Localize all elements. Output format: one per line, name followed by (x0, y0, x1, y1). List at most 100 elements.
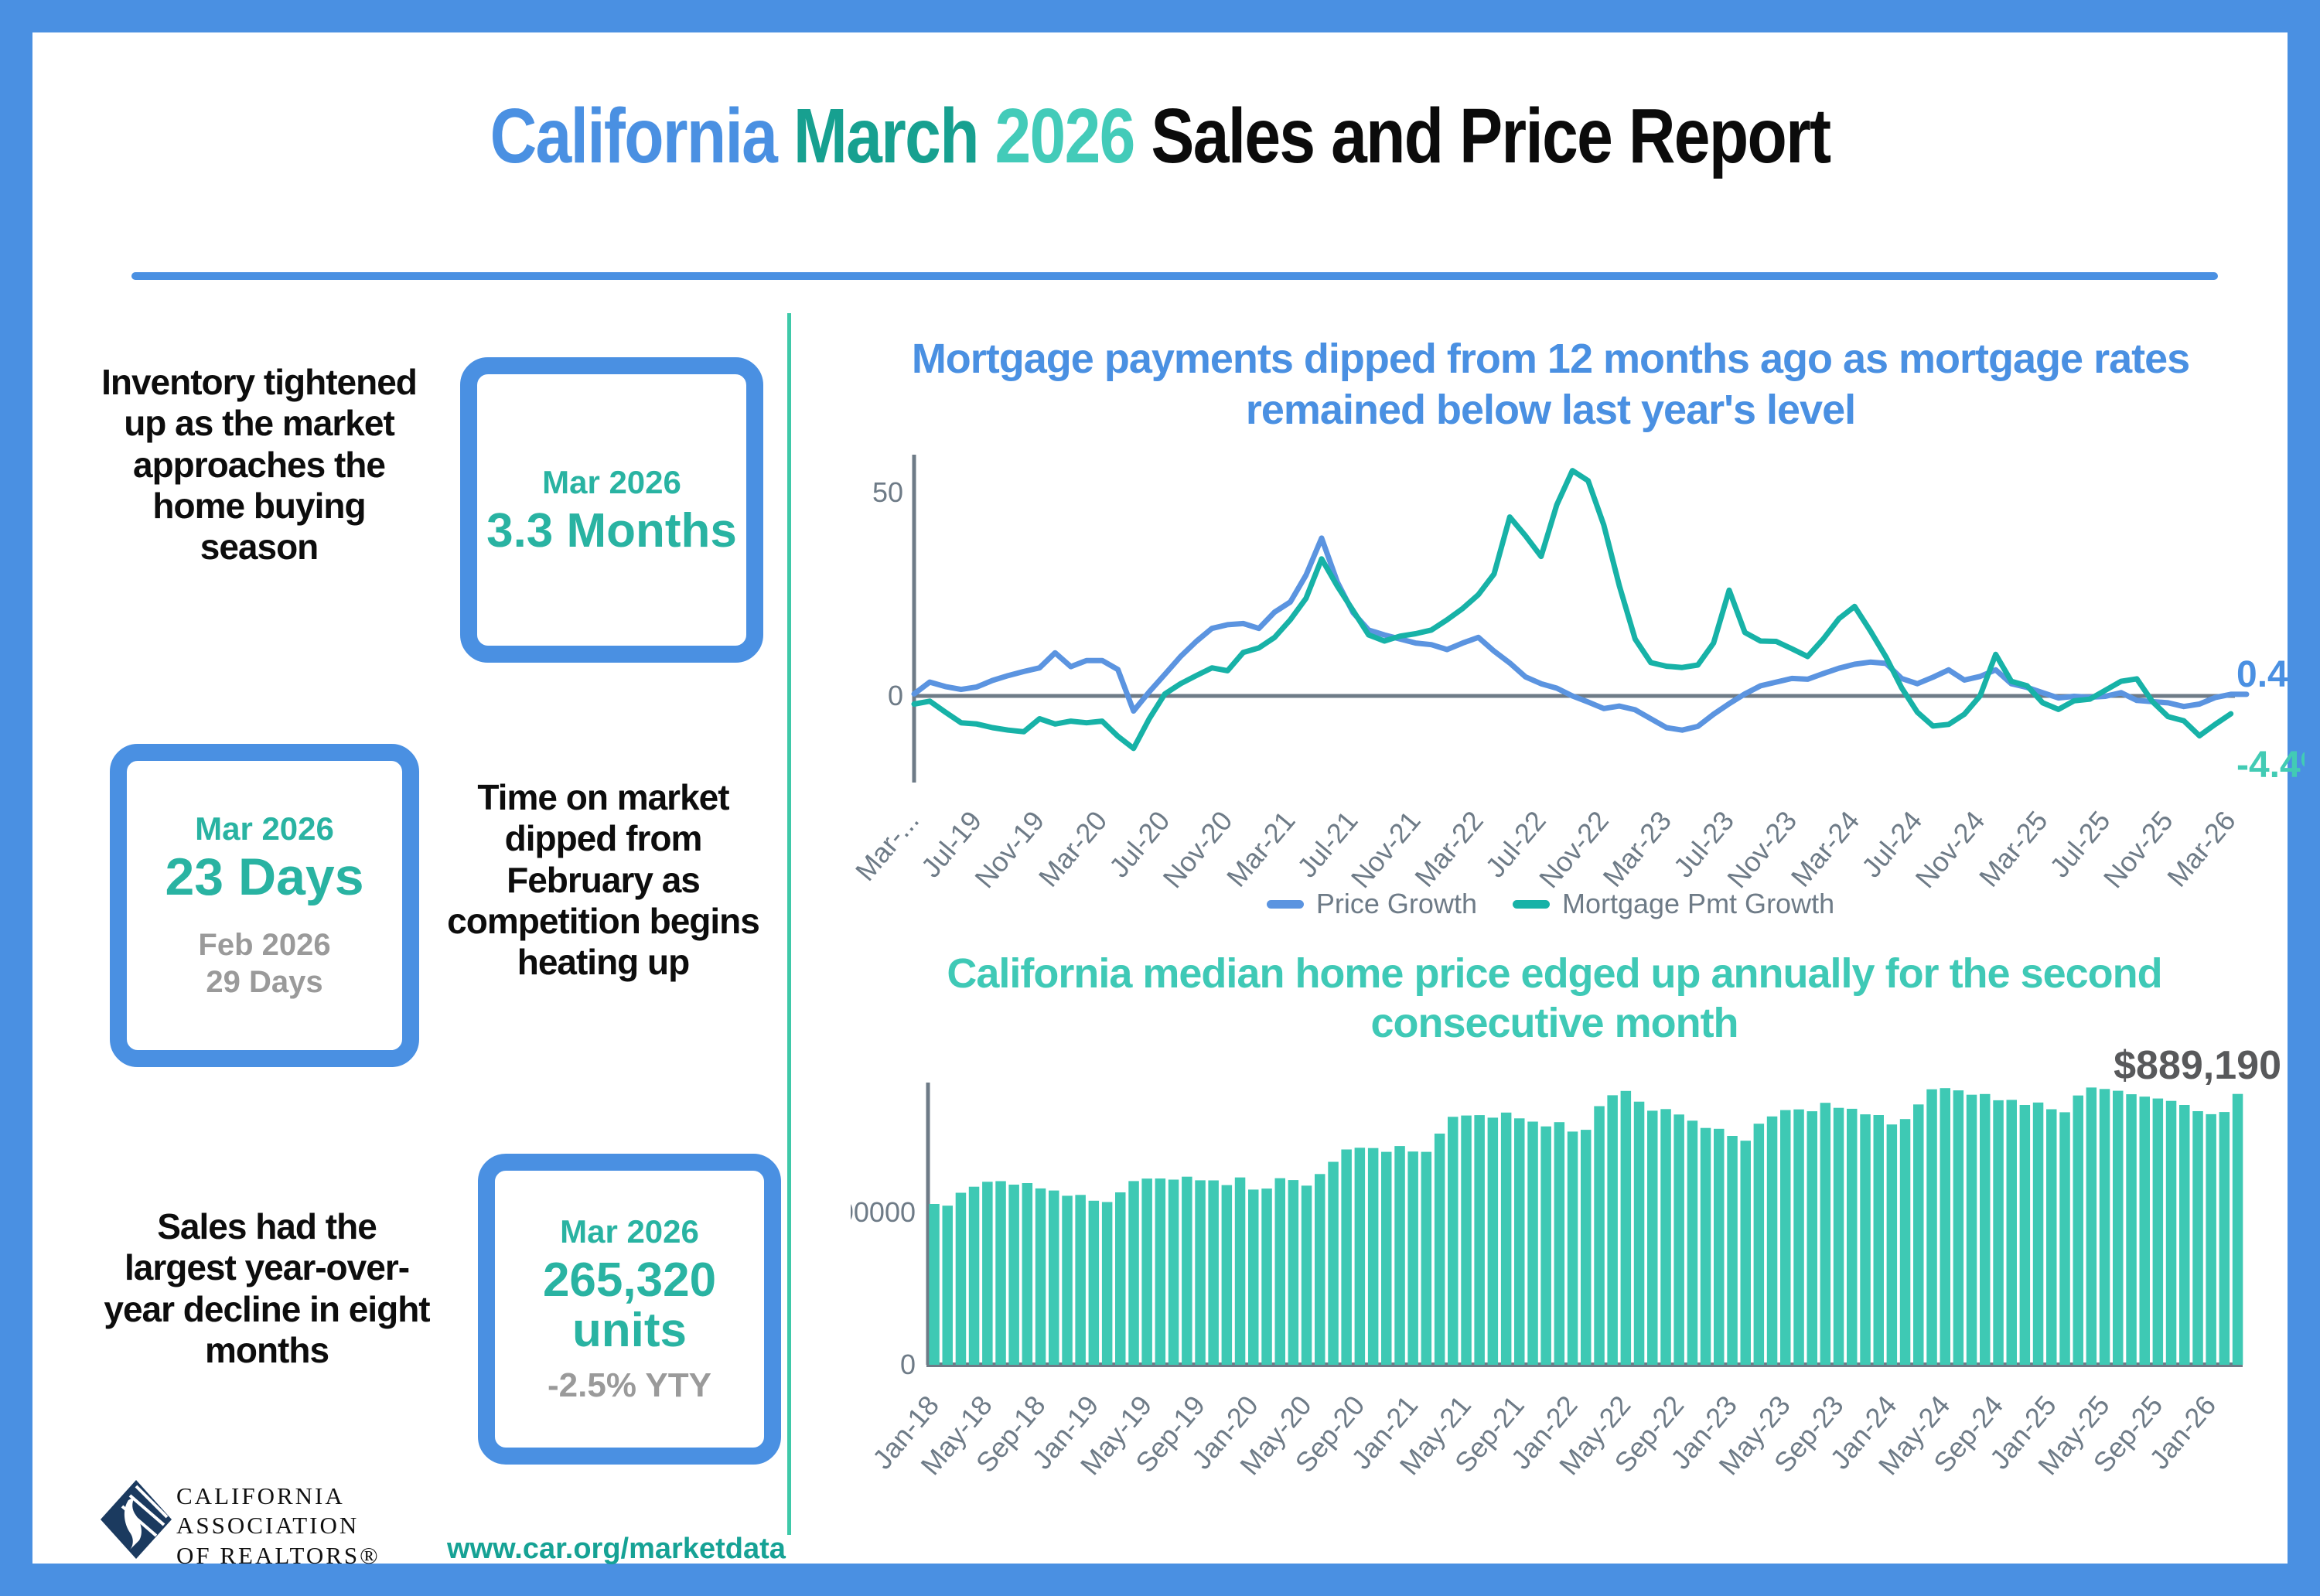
tom-stat-value: 23 Days (165, 847, 364, 906)
median-price-bar (1354, 1148, 1366, 1365)
x-tick-label: Nov-25 (2097, 805, 2179, 894)
median-price-bar (942, 1206, 953, 1365)
logo-line-3: OF REALTORS® (176, 1541, 380, 1569)
median-price-bar (968, 1186, 980, 1365)
median-price-bar (1687, 1120, 1698, 1365)
mortgage-pmt-growth-line (911, 468, 2234, 752)
x-tick-label: Mar-25 (1973, 805, 2054, 893)
median-price-bar (1407, 1151, 1418, 1365)
median-price-bar (1847, 1108, 1858, 1365)
median-price-bar (1367, 1148, 1379, 1365)
tom-prev-value: 29 Days (206, 965, 323, 999)
median-price-bar (1753, 1124, 1765, 1365)
median-price-bar (1195, 1180, 1206, 1365)
median-price-bar (1221, 1185, 1233, 1365)
median-price-bar (2032, 1102, 2044, 1365)
median-price-bar (1766, 1116, 1778, 1365)
title-underline (131, 272, 2218, 280)
x-tick-label: Nov-20 (1157, 805, 1239, 894)
logo-line-1: CALIFORNIA (176, 1482, 345, 1509)
median-price-bar (2139, 1096, 2150, 1365)
y-tick-label: 50 (872, 476, 903, 508)
median-price-bar (982, 1182, 993, 1365)
x-tick-label: Mar-26 (2161, 805, 2242, 893)
median-price-bar (1700, 1127, 1711, 1365)
median-price-bar (1008, 1185, 1019, 1365)
car-logo-icon (101, 1480, 172, 1559)
car-logo-text: CALIFORNIA ASSOCIATION OF REALTORS® (176, 1482, 380, 1570)
median-price-bar (1500, 1112, 1512, 1365)
x-tick-label: Mar-20 (1032, 805, 1114, 893)
median-price-bar (2206, 1113, 2216, 1365)
median-price-bar (2099, 1089, 2110, 1365)
median-price-bar (1607, 1095, 1618, 1365)
median-price-bar (1487, 1117, 1499, 1365)
x-tick-label: Nov-22 (1533, 805, 1615, 894)
median-price-bar (1740, 1141, 1751, 1365)
y-tick-label: 0 (900, 1349, 916, 1380)
legend-label: Price Growth (1315, 888, 1477, 919)
median-price-bar (1953, 1090, 1964, 1365)
median-price-bar (2232, 1093, 2243, 1365)
median-price-bar (1062, 1195, 1073, 1365)
legend-swatch (1512, 899, 1550, 909)
median-price-bar (1341, 1149, 1352, 1365)
median-price-bar (2019, 1105, 2031, 1365)
sales-insight-text: Sales had the largest year-over-year dec… (104, 1206, 430, 1371)
y-tick-label: 0 (888, 680, 903, 711)
median-price-bar (1234, 1177, 1246, 1365)
median-price-bar (1714, 1128, 1725, 1365)
median-price-bar (2219, 1112, 2230, 1365)
median-price-bar (1168, 1179, 1179, 1365)
median-price-bar (1301, 1185, 1312, 1365)
median-price-bar (1727, 1136, 1738, 1365)
title-word-report: Sales and Price Report (1151, 93, 1831, 179)
logo-line-2: ASSOCIATION (176, 1512, 360, 1540)
median-price-bar (1793, 1109, 1804, 1365)
sales-stat-value: 265,320 (542, 1253, 717, 1307)
median-price-bar (2192, 1111, 2203, 1365)
median-price-bar (1886, 1124, 1898, 1365)
x-tick-label: Mar-22 (1408, 805, 1489, 893)
pmt-growth-end-label: -4.4% (2236, 745, 2305, 786)
inventory-stat-box: Mar 2026 3.3 Months (460, 357, 763, 663)
y-tick-label: 500000 (851, 1196, 916, 1228)
median-price-bar (1633, 1101, 1645, 1365)
median-price-bar (1474, 1115, 1485, 1365)
x-tick-label: Nov-19 (968, 805, 1050, 894)
median-price-bar (1673, 1114, 1684, 1365)
median-price-bar (1141, 1178, 1152, 1365)
median-price-bar (1514, 1118, 1525, 1365)
legend-label: Mortgage Pmt Growth (1561, 888, 1835, 919)
median-price-bar (1660, 1109, 1671, 1365)
x-tick-label: Mar-21 (1220, 805, 1302, 893)
mortgage-growth-line-chart: 050Mar-...Jul-19Nov-19Mar-20Jul-20Nov-20… (851, 455, 2305, 894)
median-price-bar (2152, 1098, 2164, 1365)
median-price-bar (1155, 1178, 1166, 1365)
inventory-stat-value: 3.3 Months (486, 503, 737, 558)
median-price-bar (1261, 1188, 1272, 1365)
x-tick-label: Nov-24 (1909, 805, 1991, 894)
median-price-annotation: $889,190 (2114, 1043, 2281, 1088)
median-price-bar (1966, 1094, 1977, 1365)
median-price-chart-title: California median home price edged up an… (947, 950, 2162, 1046)
time-on-market-stat-box: Mar 2026 23 Days Feb 2026 29 Days (110, 744, 419, 1067)
median-price-bar (2165, 1100, 2177, 1365)
median-price-bar (1993, 1100, 2004, 1365)
inventory-insight-text: Inventory tightened up as the market app… (101, 362, 418, 568)
legend-swatch (1266, 899, 1304, 909)
median-price-bar (1049, 1190, 1059, 1365)
page-title: California March 2026 Sales and Price Re… (186, 92, 2134, 181)
median-price-bar (2073, 1095, 2083, 1365)
median-price-bar (1540, 1126, 1551, 1365)
median-price-bar (955, 1192, 967, 1365)
median-price-bar (1873, 1115, 1884, 1365)
median-price-bar (1394, 1146, 1405, 1365)
median-price-bar (1448, 1117, 1459, 1365)
median-price-bar (1328, 1161, 1339, 1365)
tom-prev-month: Feb 2026 (198, 928, 331, 962)
marketdata-url-link[interactable]: www.car.org/marketdata (447, 1533, 786, 1565)
median-price-bar (995, 1181, 1006, 1365)
median-price-bar (2113, 1090, 2124, 1365)
median-price-bar (929, 1204, 940, 1365)
